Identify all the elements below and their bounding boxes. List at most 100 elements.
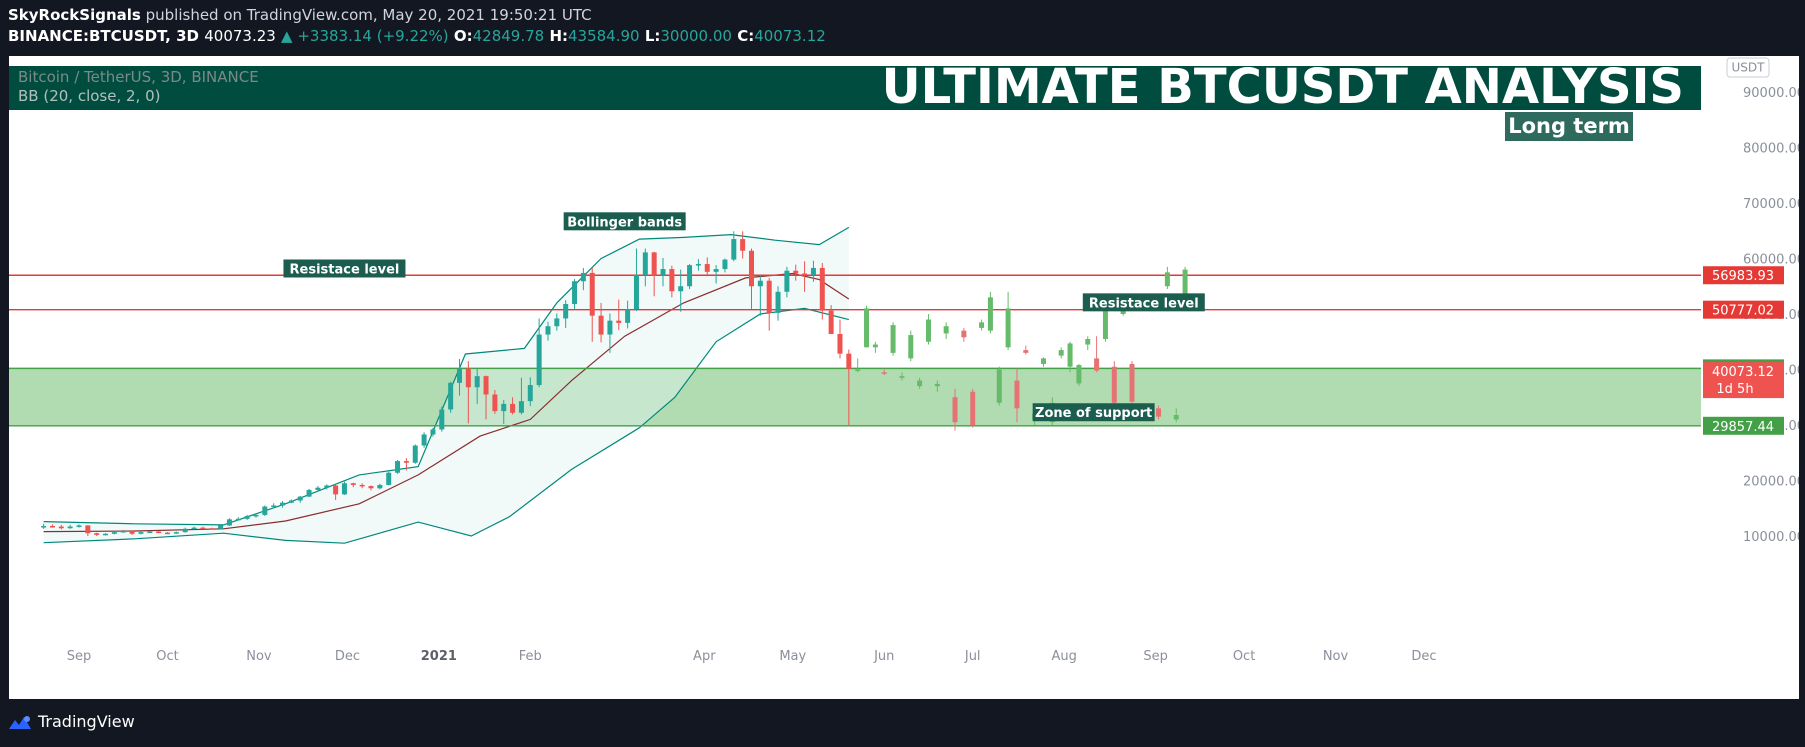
last-price: 40073.23 <box>204 27 276 45</box>
candle-body-24 <box>253 514 259 517</box>
low-label: L: <box>644 27 661 45</box>
projection-candle-body-25 <box>1076 365 1082 384</box>
price-label-box-3 <box>1703 416 1784 435</box>
publisher-name[interactable]: SkyRockSignals <box>8 6 141 24</box>
candle-body-60 <box>572 281 578 305</box>
candle-body-0 <box>41 526 47 528</box>
candle-body-38 <box>377 484 383 489</box>
price-label-box-1 <box>1703 300 1784 319</box>
candle-body-27 <box>280 502 286 506</box>
projection-candle-body-5 <box>899 376 905 378</box>
x-tick-label: Oct <box>1233 649 1255 664</box>
publish-info: SkyRockSignals published on TradingView.… <box>8 5 826 47</box>
y-tick-label: 80000.00 <box>1743 142 1799 157</box>
candle-body-76 <box>713 269 719 272</box>
banner-background <box>9 66 1701 110</box>
annotation-box-3 <box>1032 403 1155 422</box>
candle-body-65 <box>616 320 622 323</box>
projection-candle-body-21 <box>1041 358 1047 364</box>
candle-body-44 <box>430 429 436 435</box>
price-change: ▲ +3383.14 (+9.22%) <box>281 27 449 45</box>
ohlc-line: BINANCE:BTCUSDT, 3D 40073.23 ▲ +3383.14 … <box>8 26 826 47</box>
candle-body-17 <box>191 527 197 530</box>
candle-body-55 <box>527 385 533 402</box>
footer: TradingView <box>8 712 135 731</box>
chart-title: Bitcoin / TetherUS, 3D, BINANCE <box>18 68 259 86</box>
candle-body-1 <box>49 526 55 528</box>
candle-body-69 <box>651 252 657 276</box>
projection-candle-body-29 <box>1111 366 1117 403</box>
candle-body-87 <box>810 267 816 276</box>
open-value: 42849.78 <box>472 27 545 45</box>
candle-body-48 <box>465 368 471 388</box>
current-price-box <box>1703 362 1784 399</box>
candle-body-80 <box>749 250 754 287</box>
projection-candle-body-7 <box>917 380 923 387</box>
candle-body-62 <box>589 272 595 316</box>
publish-line: SkyRockSignals published on TradingView.… <box>8 5 826 26</box>
x-tick-label: 2021 <box>421 649 457 664</box>
candle-body-30 <box>306 489 312 497</box>
projection-candle-body-23 <box>1058 350 1064 356</box>
candle-body-54 <box>518 401 524 413</box>
candle-body-18 <box>200 527 206 530</box>
projection-candle-body-19 <box>1023 350 1029 353</box>
projection-candle-body-9 <box>934 383 940 387</box>
candle-body-83 <box>775 291 781 313</box>
candle-body-53 <box>510 403 516 413</box>
projection-candle-body-1 <box>864 308 870 348</box>
high-value: 43584.90 <box>568 27 640 45</box>
published-text: published on TradingView.com, May 20, 20… <box>145 6 592 24</box>
price-chart[interactable]: Bitcoin / TetherUS, 3D, BINANCE BB (20, … <box>9 56 1799 699</box>
currency-label: USDT <box>1732 61 1766 75</box>
projection-candle-body-3 <box>881 372 887 374</box>
annotation-label-1: Resistace level <box>290 262 400 277</box>
y-tick-label: 70000.00 <box>1743 197 1799 212</box>
projection-candle-body-16 <box>996 369 1002 403</box>
bb-fill <box>43 227 849 544</box>
candle-body-70 <box>660 269 666 276</box>
candle-body-29 <box>297 496 303 501</box>
candle-body-6 <box>94 533 100 535</box>
chart-pane[interactable]: Bitcoin / TetherUS, 3D, BINANCE BB (20, … <box>9 56 1799 699</box>
candle-body-8 <box>111 532 117 534</box>
candle-body-26 <box>271 505 277 507</box>
price-label-3: 29857.44 <box>1712 420 1774 435</box>
projection-candle-body-6 <box>908 335 914 359</box>
candle-body-81 <box>757 280 763 287</box>
price-label-1: 50777.02 <box>1712 304 1774 319</box>
candle-body-31 <box>315 487 321 490</box>
candle-body-47 <box>456 368 462 383</box>
candle-body-68 <box>642 252 648 276</box>
candle-body-79 <box>740 239 746 251</box>
projection-candle-body-14 <box>979 322 985 328</box>
candle-body-73 <box>687 265 693 287</box>
candle-body-77 <box>722 259 728 270</box>
candle-body-23 <box>244 516 250 519</box>
projection-candle-body-10 <box>943 326 949 334</box>
projection-candle-body-36 <box>1173 415 1179 420</box>
candle-body-43 <box>421 434 427 446</box>
projection-candle-body-27 <box>1094 358 1100 371</box>
subbanner-text: Long term <box>1508 114 1630 138</box>
currency-badge[interactable] <box>1726 57 1770 78</box>
projection-candle-body-24 <box>1067 343 1073 367</box>
annotation-label-0: Bollinger bands <box>567 215 682 230</box>
close-label: C: <box>737 27 755 45</box>
low-value: 30000.00 <box>660 27 732 45</box>
candle-body-32 <box>324 485 330 488</box>
price-label-0: 56983.93 <box>1712 269 1774 284</box>
footer-brand[interactable]: TradingView <box>38 712 135 731</box>
candle-body-3 <box>67 526 73 529</box>
indicator-label[interactable]: BB (20, close, 2, 0) <box>18 87 160 105</box>
x-tick-label: Sep <box>1143 649 1168 664</box>
projection-candle-body-0 <box>855 369 861 371</box>
time-axis[interactable]: Sep Oct Nov Dec 2021 Feb Apr May Jun Jul Aug Sep Oct… <box>67 649 1437 664</box>
projection-layer <box>855 266 1188 431</box>
candle-body-9 <box>120 531 126 533</box>
candle-body-34 <box>341 483 347 495</box>
projection-candle-body-12 <box>961 330 967 338</box>
x-tick-label: Nov <box>246 649 272 664</box>
candle-body-10 <box>129 531 135 534</box>
candle-body-57 <box>545 326 551 335</box>
